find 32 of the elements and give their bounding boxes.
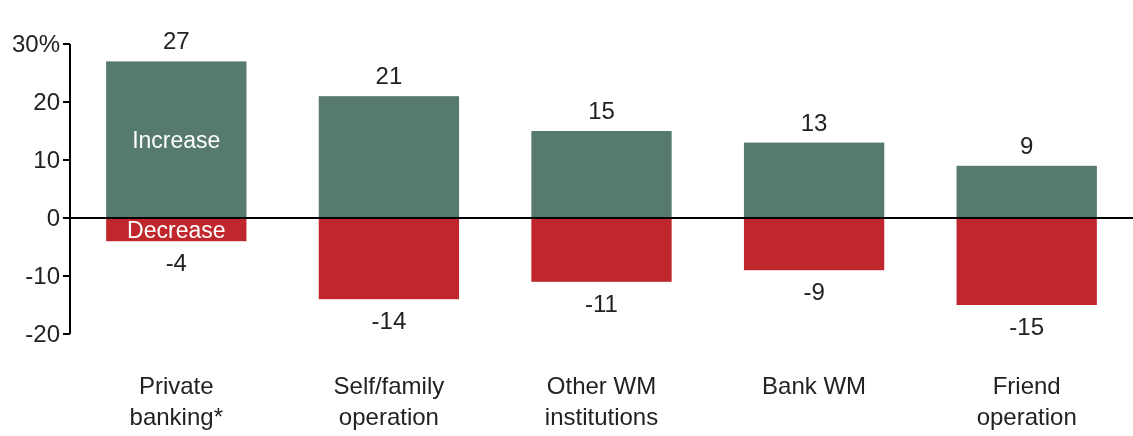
data-label: -14 — [371, 307, 407, 335]
data-label: -15 — [1009, 313, 1045, 340]
y-tick-label: -10 — [25, 262, 60, 289]
data-label: 27 — [162, 27, 190, 55]
y-tick-label: 20 — [33, 88, 60, 115]
data-label: -11 — [585, 289, 618, 317]
x-tick-label: Friend operation — [976, 372, 1077, 430]
bar — [743, 218, 885, 271]
data-label: 15 — [588, 97, 615, 124]
y-tick-label: 10 — [33, 146, 60, 173]
series-label: Increase — [132, 126, 221, 153]
y-tick-label: 0 — [46, 204, 60, 231]
x-tick-label: Self/family operation — [333, 372, 445, 430]
bar — [531, 131, 672, 218]
data-label: -4 — [165, 249, 187, 277]
bar — [956, 165, 1097, 218]
bar — [106, 61, 247, 218]
data-label: -9 — [803, 278, 825, 306]
bar — [956, 218, 1097, 305]
series-label: Decrease — [127, 216, 226, 243]
x-tick-label: Bank WM — [762, 372, 867, 399]
bar — [743, 142, 885, 218]
data-label: 9 — [1020, 131, 1034, 159]
bar — [318, 96, 460, 218]
data-label: 21 — [375, 62, 403, 90]
x-tick-label: Private banking* — [129, 372, 224, 430]
bar — [318, 218, 460, 300]
data-label: 13 — [800, 108, 828, 136]
y-tick-label: -20 — [25, 320, 60, 347]
x-tick-label: Other WM institutions — [544, 372, 659, 430]
y-tick-label: 30% — [11, 30, 60, 57]
bar — [531, 218, 672, 282]
